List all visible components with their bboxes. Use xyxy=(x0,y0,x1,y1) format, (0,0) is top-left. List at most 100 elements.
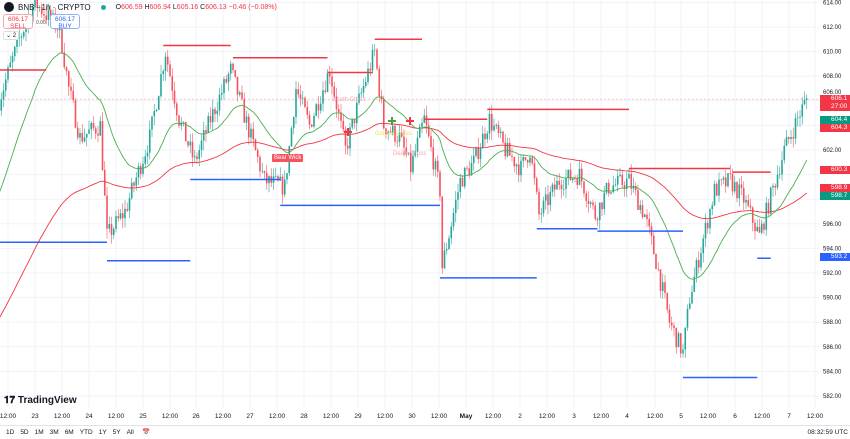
candle xyxy=(164,52,167,81)
candle xyxy=(245,110,248,131)
candle xyxy=(376,48,378,71)
time-axis-label: 28 xyxy=(300,413,308,420)
date-range-calendar-icon[interactable]: 📅 xyxy=(142,429,151,436)
candle xyxy=(628,168,630,179)
candle xyxy=(515,163,518,175)
candle xyxy=(484,127,486,147)
range-button-1d[interactable]: 1D xyxy=(6,429,15,436)
range-button-5d[interactable]: 5D xyxy=(20,429,29,436)
death-cross-marker-icon xyxy=(344,128,352,136)
candle xyxy=(643,213,646,218)
time-axis-label: 12:00 xyxy=(430,413,448,420)
candle xyxy=(351,118,354,130)
candle xyxy=(362,78,365,98)
candle xyxy=(445,243,448,255)
candle xyxy=(191,133,194,167)
candle xyxy=(214,106,216,122)
candle xyxy=(389,126,392,134)
candle xyxy=(562,179,565,196)
candle xyxy=(650,222,653,245)
candle xyxy=(40,3,43,19)
candle xyxy=(137,162,140,185)
candle xyxy=(610,191,612,195)
candle xyxy=(207,112,210,134)
candle xyxy=(792,127,795,148)
candle xyxy=(736,181,738,203)
candle xyxy=(481,125,484,149)
symbol-header[interactable]: BNB · 1h · CRYPTO O606.59 H606.94 L605.1… xyxy=(4,2,277,12)
collapse-indicators-button[interactable]: ⌄ 2 xyxy=(3,31,20,40)
candle xyxy=(232,62,234,74)
spread-value: 0.00 xyxy=(36,20,46,26)
time-axis-label: 7 xyxy=(787,413,791,420)
price-tag: 606.1 xyxy=(820,95,850,104)
price-tag: 593.2 xyxy=(820,253,850,262)
candle xyxy=(781,151,783,181)
candle xyxy=(745,194,747,209)
price-axis[interactable] xyxy=(820,0,850,408)
candle xyxy=(724,169,727,193)
price-chart[interactable]: 614.00 612.00 610.00 608.00 606.00 602.00 596.… xyxy=(0,0,850,408)
time-axis-label: 12:00 xyxy=(753,413,771,420)
candle xyxy=(398,124,401,147)
candle xyxy=(85,133,88,147)
candle xyxy=(409,144,412,182)
candle xyxy=(193,149,196,164)
candle xyxy=(358,85,360,105)
candle xyxy=(144,149,147,168)
candle xyxy=(378,65,381,103)
candle xyxy=(463,166,466,189)
candle xyxy=(450,222,453,245)
death-cross-marker-icon xyxy=(406,117,414,125)
bnb-logo-icon xyxy=(4,2,14,12)
buy-button[interactable]: 606.17 BUY xyxy=(50,14,80,30)
candle xyxy=(556,174,558,190)
candle xyxy=(526,159,529,168)
sell-button[interactable]: 606.17 SELL xyxy=(3,14,33,30)
candle xyxy=(407,152,410,156)
tradingview-logo[interactable]: 𝟏𝟕 TradingView xyxy=(4,395,77,406)
time-axis-label: 3 xyxy=(572,413,576,420)
candle xyxy=(702,234,705,263)
candle xyxy=(308,110,311,130)
candle xyxy=(234,70,237,79)
candle xyxy=(142,156,144,177)
candle xyxy=(511,147,513,162)
price-axis-label: 606.00 xyxy=(823,90,842,96)
candle xyxy=(400,125,403,138)
candle xyxy=(452,207,455,231)
candle xyxy=(783,139,786,164)
candle xyxy=(34,0,36,12)
candle xyxy=(497,120,500,138)
time-axis-label: 4 xyxy=(625,413,629,420)
candle xyxy=(247,113,250,145)
candle xyxy=(691,285,693,305)
candle xyxy=(211,99,214,131)
candle xyxy=(405,138,408,158)
range-button-all[interactable]: All xyxy=(126,429,134,436)
candle xyxy=(274,167,277,179)
candle xyxy=(801,97,804,125)
range-button-3m[interactable]: 3M xyxy=(49,429,59,436)
candle xyxy=(18,28,21,47)
candle xyxy=(711,201,714,216)
range-button-ytd[interactable]: YTD xyxy=(79,429,93,436)
range-button-1y[interactable]: 1Y xyxy=(98,429,107,436)
death-cross-label: Death Cross xyxy=(393,151,427,157)
candle xyxy=(198,144,201,167)
price-tag: 604.3 xyxy=(820,124,850,133)
candle xyxy=(731,168,734,196)
candle xyxy=(162,69,165,81)
time-axis-label: 12:00 xyxy=(806,413,824,420)
candle xyxy=(322,81,324,112)
candle xyxy=(99,116,102,136)
candle xyxy=(805,94,808,110)
candle xyxy=(630,164,633,196)
candle xyxy=(679,332,682,358)
range-button-1m[interactable]: 1M xyxy=(34,429,44,436)
range-button-6m[interactable]: 6M xyxy=(64,429,74,436)
range-button-5y[interactable]: 5Y xyxy=(112,429,121,436)
time-axis[interactable]: 12:00 23 12:00 24 12:00 25 12:00 26 12:00 27 12:00… xyxy=(0,409,850,425)
candle xyxy=(216,101,219,122)
clock[interactable]: 08:32:59 UTC xyxy=(807,429,848,436)
